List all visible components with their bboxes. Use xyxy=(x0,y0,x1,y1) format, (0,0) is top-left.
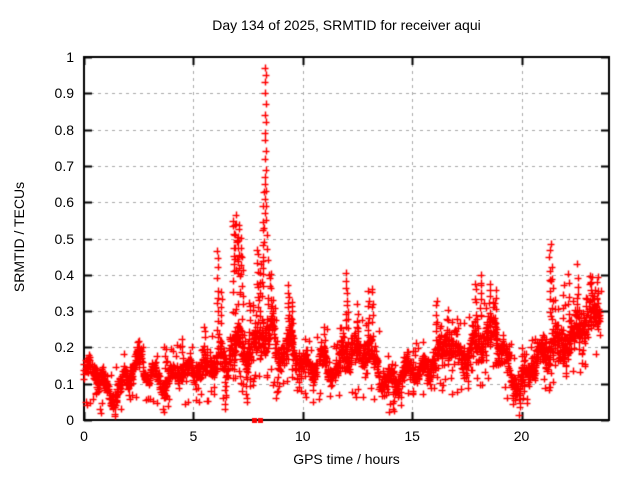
y-tick-label: 0.8 xyxy=(54,121,74,138)
y-tick-label: 0.5 xyxy=(54,230,74,247)
x-tick-label: 15 xyxy=(404,428,420,444)
y-tick-label: 0.4 xyxy=(54,266,74,283)
x-tick-label: 10 xyxy=(294,428,311,444)
x-tick-label: 0 xyxy=(80,428,88,444)
x-tick-label: 5 xyxy=(189,428,198,444)
x-tick-label: 20 xyxy=(513,428,530,444)
y-tick-label: 0.2 xyxy=(54,339,74,356)
y-tick-label: 0.3 xyxy=(54,303,74,320)
y-tick-label: 0.7 xyxy=(54,157,74,174)
y-tick-label: 0.9 xyxy=(54,85,74,102)
y-tick-label: 1 xyxy=(66,49,74,65)
y-tick-label: 0.6 xyxy=(54,194,74,211)
y-tick-label: 0.1 xyxy=(54,375,74,392)
chart-title: Day 134 of 2025, SRMTID for receiver aqu… xyxy=(212,17,481,33)
y-tick-label: 0 xyxy=(66,412,74,428)
x-axis-label: GPS time / hours xyxy=(293,451,400,467)
